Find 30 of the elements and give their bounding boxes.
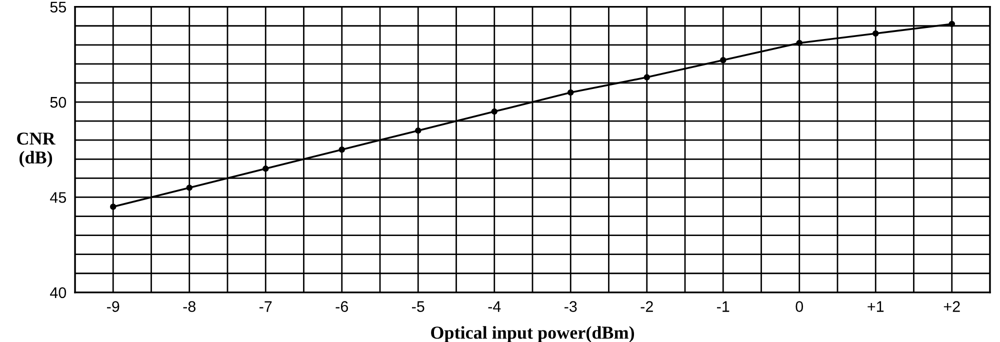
point xyxy=(186,184,192,191)
point xyxy=(720,57,726,64)
x-tick-label: +2 xyxy=(944,301,960,312)
x-tick-label: -4 xyxy=(488,301,501,312)
x-tick-label: 0 xyxy=(796,301,804,312)
y-tick-label: 50 xyxy=(50,96,66,108)
y-tick-label: 55 xyxy=(50,2,66,13)
y-axis-title: CNR (dB) xyxy=(17,132,56,168)
y-tick-label: 45 xyxy=(50,192,66,203)
point xyxy=(262,166,269,172)
x-tick-label: -3 xyxy=(564,301,577,312)
x-tick-label: -9 xyxy=(107,301,120,312)
point xyxy=(644,74,650,80)
point xyxy=(491,108,498,115)
x-tick-label: -8 xyxy=(183,301,196,312)
point xyxy=(415,127,422,134)
point xyxy=(948,20,955,28)
x-tick-label: -7 xyxy=(260,301,272,312)
point xyxy=(338,146,345,153)
point xyxy=(568,89,574,96)
point xyxy=(872,30,879,37)
x-tick-label: -2 xyxy=(640,301,653,312)
y-tick-label: 40 xyxy=(50,287,66,298)
x-axis-title: Optical input power(dBm) xyxy=(431,326,634,342)
point xyxy=(110,204,116,210)
x-tick-label: -6 xyxy=(336,301,348,312)
x-tick-label: +1 xyxy=(868,301,884,312)
x-tick-label: -1 xyxy=(717,301,730,312)
point xyxy=(796,40,802,46)
x-tick-label: -5 xyxy=(412,301,424,312)
